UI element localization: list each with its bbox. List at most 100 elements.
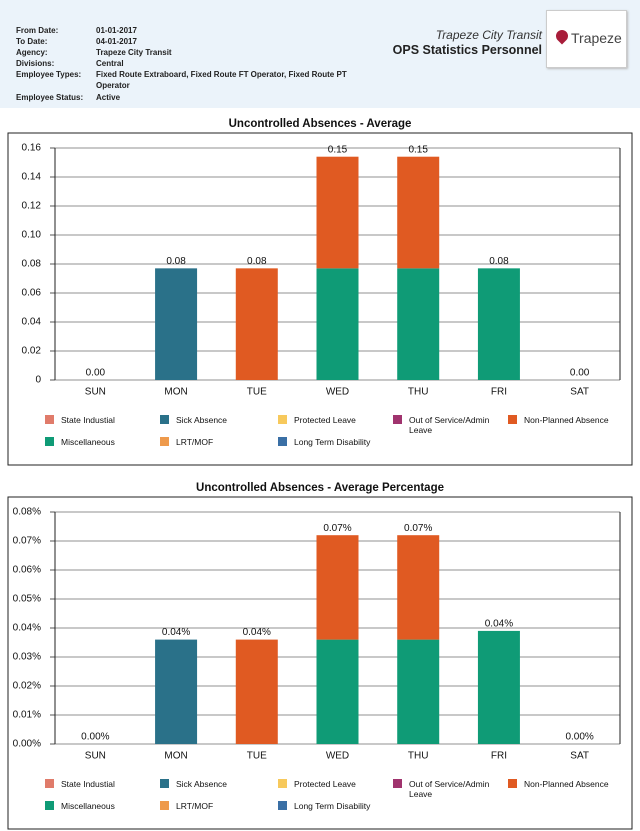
y-tick-label: 0.16 — [22, 143, 42, 154]
x-tick-label: WED — [326, 751, 349, 762]
y-tick-label: 0.03% — [13, 652, 41, 663]
legend-item: LRT/MOF — [160, 437, 276, 447]
legend-item: Miscellaneous — [45, 437, 161, 447]
legend-label: Sick Absence — [176, 415, 228, 425]
bar-segment — [235, 639, 278, 744]
x-tick-label: FRI — [491, 387, 507, 398]
y-tick-label: 0.14 — [22, 172, 42, 183]
field-label: From Date: — [16, 26, 59, 35]
legend-item: Out of Service/Admin Leave — [393, 415, 509, 435]
legend-swatch — [160, 801, 169, 810]
data-label: 0.08 — [166, 256, 186, 267]
y-tick-label: 0.08% — [13, 507, 41, 518]
legend-label: Sick Absence — [176, 779, 228, 789]
field-label: Employee Status: — [16, 93, 84, 102]
bar-segment — [477, 630, 520, 744]
y-tick-label: 0 — [35, 375, 41, 386]
report-title: OPS Statistics Personnel — [392, 43, 542, 57]
y-tick-label: 0.04% — [13, 623, 41, 634]
bar-segment — [155, 268, 198, 380]
legend-item: Non-Planned Absence — [508, 779, 624, 789]
field-value: Fixed Route Extraboard, Fixed Route FT O… — [96, 69, 347, 90]
x-tick-label: SUN — [85, 387, 106, 398]
legend-swatch — [393, 779, 402, 788]
legend-item: Protected Leave — [278, 415, 394, 425]
x-tick-label: MON — [164, 387, 187, 398]
logo-text: Trapeze — [571, 30, 622, 46]
chart-frame — [7, 132, 633, 466]
field-value: Active — [96, 92, 121, 102]
legend-item: Sick Absence — [160, 415, 276, 425]
legend-item: Miscellaneous — [45, 801, 161, 811]
legend-swatch — [278, 437, 287, 446]
y-tick-label: 0.06% — [13, 565, 41, 576]
legend-swatch — [508, 415, 517, 424]
bar-segment — [397, 156, 440, 269]
legend-swatch — [278, 415, 287, 424]
bar-segment — [316, 639, 359, 744]
x-tick-label: FRI — [491, 751, 507, 762]
legend-item: Sick Absence — [160, 779, 276, 789]
chart-title: Uncontrolled Absences - Average — [229, 118, 412, 130]
x-tick-label: THU — [408, 751, 429, 762]
field-label: To Date: — [16, 37, 48, 46]
report-header: Trapeze City Transit OPS Statistics Pers… — [0, 0, 640, 108]
data-label: 0.15 — [408, 144, 428, 155]
legend-label: Long Term Disability — [294, 437, 371, 447]
legend-label: Protected Leave — [294, 415, 356, 425]
bar-segment — [316, 268, 359, 380]
legend-item: Protected Leave — [278, 779, 394, 789]
y-tick-label: 0.02% — [13, 681, 41, 692]
legend-label: Protected Leave — [294, 779, 356, 789]
data-label: 0.00% — [565, 732, 593, 743]
x-tick-label: TUE — [247, 751, 267, 762]
field-value: Trapeze City Transit — [96, 47, 172, 57]
data-label: 0.04% — [243, 627, 271, 638]
x-tick-label: SAT — [570, 387, 589, 398]
bar-segment — [155, 639, 198, 744]
legend-swatch — [278, 779, 287, 788]
y-tick-label: 0.08 — [22, 259, 42, 270]
legend-item: Out of Service/Admin Leave — [393, 779, 509, 799]
y-tick-label: 0.04 — [22, 317, 42, 328]
y-tick-label: 0.06 — [22, 288, 42, 299]
field-value: 04-01-2017 — [96, 36, 137, 46]
bar-segment — [397, 268, 440, 380]
data-label: 0.08 — [247, 256, 267, 267]
x-tick-label: SUN — [85, 751, 106, 762]
legend-label: Non-Planned Absence — [524, 415, 609, 425]
legend-swatch — [393, 415, 402, 424]
legend-swatch — [45, 801, 54, 810]
legend-label: State Industial — [61, 415, 115, 425]
field-label: Employee Types: — [16, 70, 82, 79]
bar-segment — [477, 268, 520, 380]
bar-segment — [397, 535, 440, 640]
legend-label: Miscellaneous — [61, 437, 115, 447]
legend-swatch — [160, 779, 169, 788]
legend-item: State Industial — [45, 779, 161, 789]
y-tick-label: 0.07% — [13, 536, 41, 547]
data-label: 0.07% — [323, 523, 351, 534]
y-tick-label: 0.05% — [13, 594, 41, 605]
x-tick-label: TUE — [247, 387, 267, 398]
bar-segment — [397, 639, 440, 744]
legend-swatch — [45, 415, 54, 424]
legend-swatch — [160, 437, 169, 446]
y-tick-label: 0.02 — [22, 346, 42, 357]
x-tick-label: THU — [408, 387, 429, 398]
legend-swatch — [508, 779, 517, 788]
legend-swatch — [278, 801, 287, 810]
y-tick-label: 0.01% — [13, 710, 41, 721]
field-label: Divisions: — [16, 59, 55, 68]
x-tick-label: SAT — [570, 751, 589, 762]
legend-label: Out of Service/Admin Leave — [409, 415, 490, 435]
legend-item: Long Term Disability — [278, 437, 394, 447]
y-tick-label: 0.00% — [13, 739, 41, 750]
legend-label: Non-Planned Absence — [524, 779, 609, 789]
data-label: 0.08 — [489, 256, 509, 267]
legend-item: LRT/MOF — [160, 801, 276, 811]
legend-label: LRT/MOF — [176, 437, 214, 447]
data-label: 0.00% — [81, 732, 109, 743]
x-tick-label: WED — [326, 387, 349, 398]
